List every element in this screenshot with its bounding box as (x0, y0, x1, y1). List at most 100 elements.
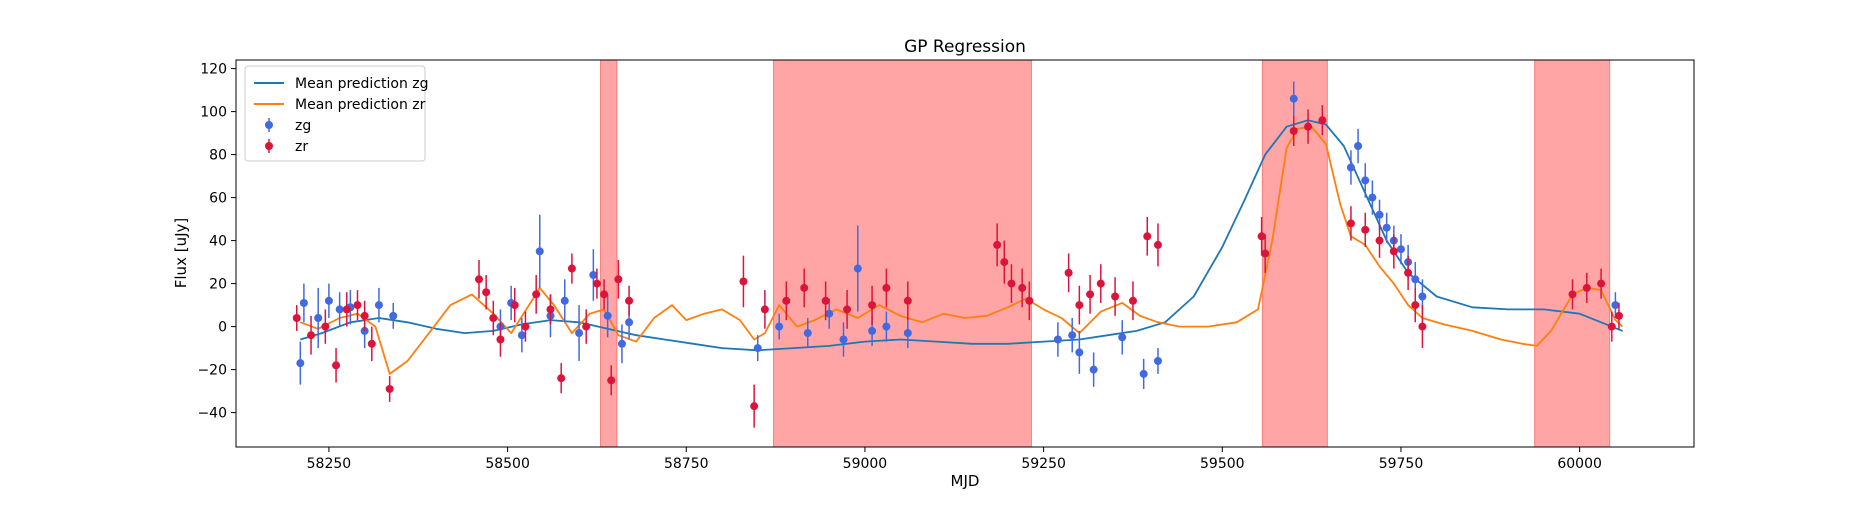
y-axis-label: Flux [uJy] (172, 218, 190, 288)
data-point-zr (521, 322, 530, 331)
data-point-zr (1304, 122, 1313, 131)
data-point-zr (821, 296, 830, 305)
data-point-zg (335, 305, 344, 314)
data-point-zr (592, 279, 601, 288)
data-point-zr (1096, 279, 1105, 288)
data-point-zg (299, 298, 308, 307)
data-point-zg (560, 296, 569, 305)
legend-label: zg (295, 118, 311, 134)
x-tick-label: 59250 (1021, 456, 1066, 472)
data-point-zr (1614, 311, 1623, 320)
legend-label: Mean prediction zg (295, 76, 429, 92)
data-point-zr (993, 240, 1002, 249)
data-point-zg (1346, 163, 1355, 172)
y-tick-label: 100 (200, 105, 227, 121)
data-point-zr (1007, 279, 1016, 288)
data-point-zr (1411, 301, 1420, 310)
data-point-zr (482, 288, 491, 297)
x-tick-label: 60000 (1557, 456, 1602, 472)
data-point-zr (1404, 268, 1413, 277)
x-tick-label: 58750 (664, 456, 709, 472)
data-point-zr (1375, 236, 1384, 245)
y-tick-label: −20 (197, 363, 227, 379)
data-point-zg (1382, 223, 1391, 232)
legend-swatch-marker (265, 121, 273, 129)
data-point-zr (475, 275, 483, 284)
shaded-interval-1 (600, 59, 618, 448)
data-point-zg (1361, 176, 1370, 185)
data-point-zg (625, 318, 634, 327)
data-point-zr (1597, 279, 1606, 288)
data-point-zr (1086, 290, 1095, 299)
data-point-zr (1111, 292, 1120, 301)
data-point-zr (532, 290, 541, 299)
data-point-zr (750, 402, 759, 411)
data-point-zg (1118, 333, 1127, 342)
shaded-interval-3 (1261, 59, 1328, 448)
data-point-zg (825, 309, 834, 318)
data-point-zr (614, 275, 623, 284)
x-tick-label: 59500 (1200, 456, 1245, 472)
data-point-zr (1418, 322, 1427, 331)
series-line-zr (299, 125, 1624, 375)
x-axis-label: MJD (951, 472, 980, 490)
data-point-zr (760, 305, 769, 314)
data-point-zr (1025, 296, 1034, 305)
y-tick-label: −40 (197, 406, 227, 422)
data-point-zg (617, 339, 626, 348)
legend-swatch-marker (265, 142, 273, 150)
data-point-zr (1607, 322, 1616, 331)
plot-frame (235, 59, 1695, 448)
data-points (292, 81, 1623, 428)
data-point-zg (753, 344, 762, 353)
data-point-zg (1375, 210, 1384, 219)
data-point-zr (1361, 225, 1370, 234)
data-point-zg (868, 326, 877, 335)
data-point-zr (782, 296, 791, 305)
data-point-zr (582, 322, 591, 331)
data-point-zg (589, 271, 598, 279)
data-point-zr (625, 296, 634, 305)
data-point-zr (510, 301, 519, 310)
data-point-zg (775, 322, 784, 331)
data-point-zg (1053, 335, 1062, 344)
data-point-zr (1289, 126, 1298, 135)
data-point-zr (557, 374, 566, 383)
data-point-zr (607, 376, 616, 385)
data-point-zr (332, 361, 341, 370)
y-axis-ticks: −40 −20 0 20 40 60 80 100 120 (197, 62, 236, 422)
data-point-zg (1068, 331, 1077, 340)
x-tick-label: 59000 (843, 456, 888, 472)
data-point-zr (342, 305, 351, 314)
data-point-zg (1418, 292, 1427, 301)
data-point-zg (1089, 365, 1098, 374)
data-point-zr (739, 277, 748, 286)
data-point-zr (1153, 240, 1162, 249)
legend: Mean prediction zg Mean prediction zr zg zr (244, 65, 429, 162)
data-point-zr (1143, 232, 1152, 241)
data-point-zr (353, 301, 362, 310)
data-point-zr (1568, 290, 1577, 299)
data-point-zr (1318, 116, 1327, 125)
shaded-intervals (600, 59, 1611, 448)
data-point-zr (1582, 283, 1591, 292)
shaded-interval-4 (1534, 59, 1611, 448)
data-point-zg (575, 329, 584, 338)
data-point-zr (600, 290, 609, 299)
data-point-zr (1064, 268, 1073, 277)
data-point-zg (839, 335, 848, 344)
data-point-zr (1128, 296, 1137, 305)
data-point-zg (314, 314, 323, 322)
x-tick-label: 58500 (485, 456, 530, 472)
data-point-zr (1075, 301, 1084, 310)
y-tick-label: 40 (209, 234, 227, 250)
data-point-zg (296, 359, 305, 368)
data-point-zg (324, 296, 333, 305)
data-point-zg (1396, 245, 1405, 254)
data-point-zg (535, 247, 544, 256)
data-point-zg (1289, 94, 1298, 103)
data-point-zg (803, 329, 812, 338)
y-tick-label: 20 (209, 277, 227, 293)
legend-box (244, 65, 426, 162)
